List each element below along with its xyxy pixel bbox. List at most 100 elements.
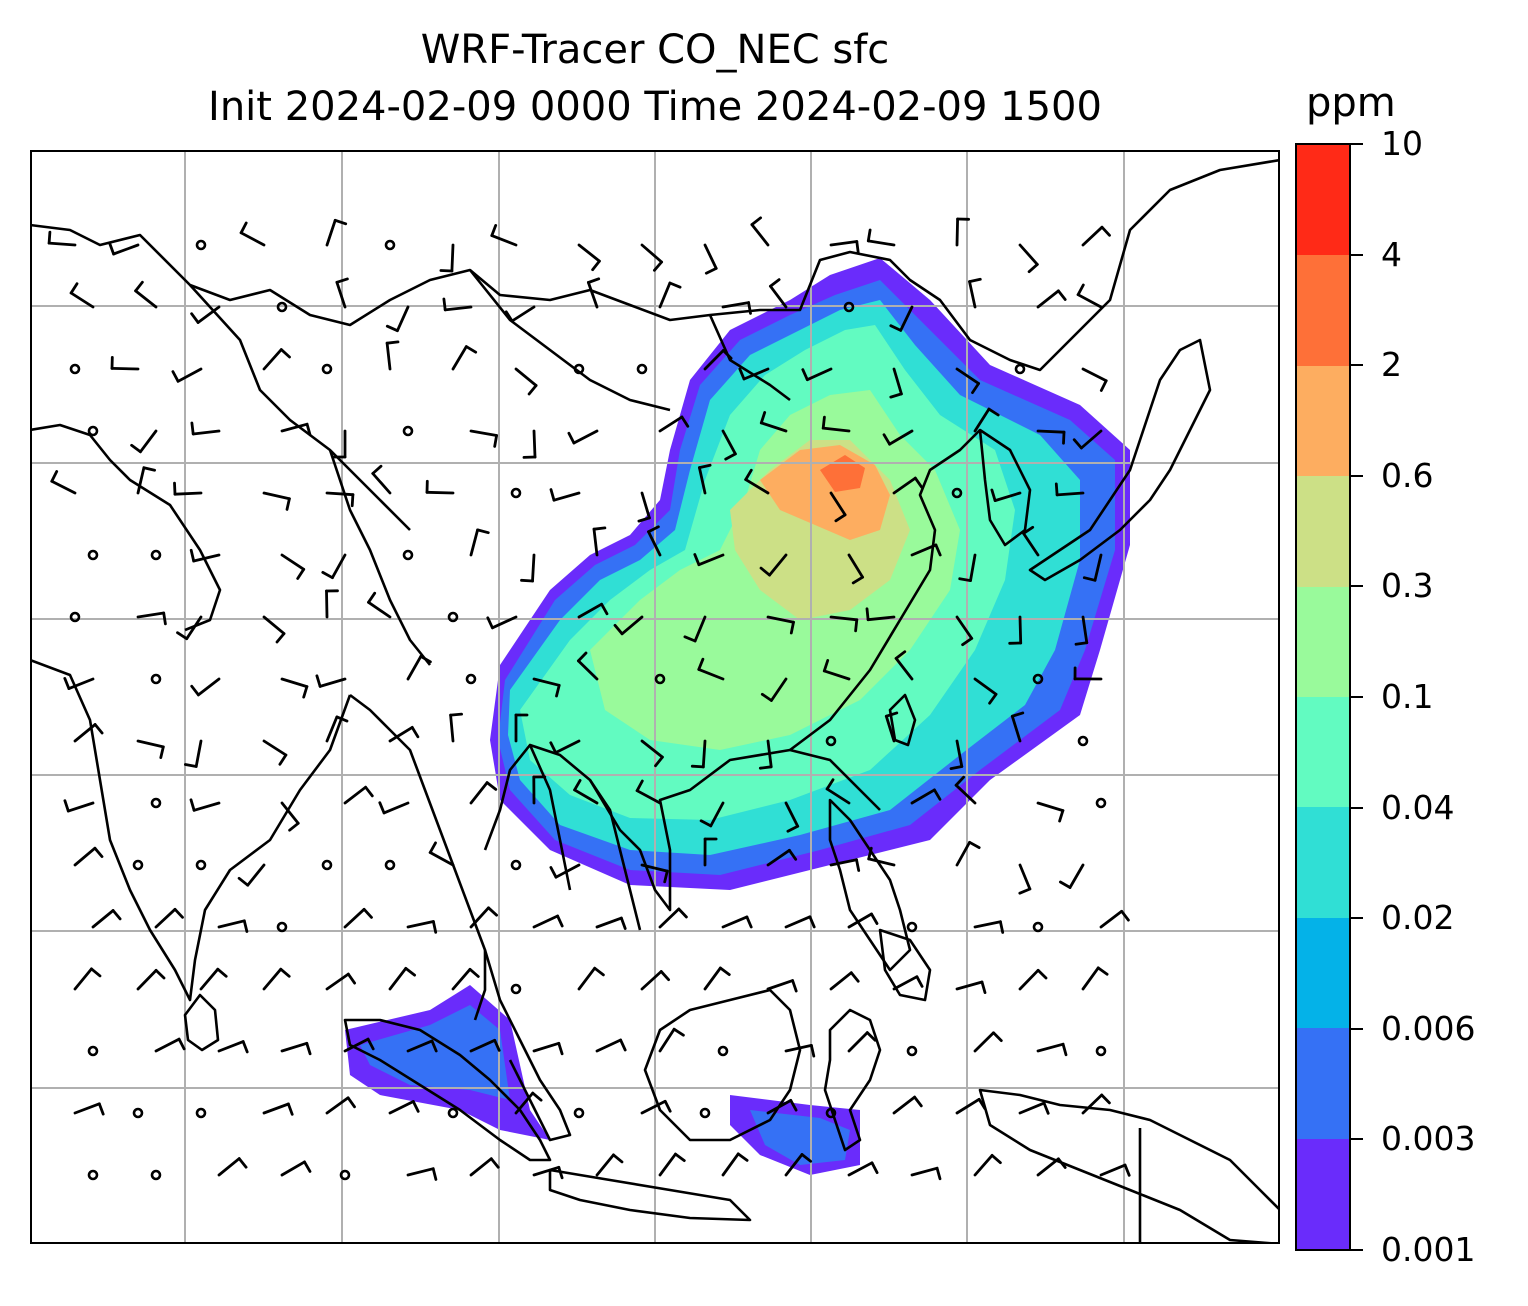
wind-barb-flag xyxy=(489,1157,500,1169)
wind-barb-flag xyxy=(520,578,534,583)
wind-barb xyxy=(892,975,924,991)
coastline xyxy=(343,1018,552,1162)
wind-barb-flag xyxy=(573,779,582,792)
wind-barb-flag xyxy=(736,1152,749,1162)
wind-barb-shaft xyxy=(531,553,536,583)
wind-barb xyxy=(693,553,725,567)
wind-barb-shaft xyxy=(742,367,770,381)
wind-barb-flag xyxy=(619,1038,627,1052)
wind-barb-shaft xyxy=(552,491,581,502)
wind-barb xyxy=(990,488,1022,503)
wind-barb-flag xyxy=(493,1038,501,1052)
wind-barb-shaft xyxy=(47,241,77,247)
wind-barb xyxy=(683,615,707,643)
wind-barb-shaft xyxy=(154,1037,181,1053)
wind-barb xyxy=(884,711,899,743)
coastline xyxy=(349,693,487,1021)
wind-barb xyxy=(1076,283,1103,309)
wind-barb xyxy=(640,863,669,884)
calm-wind-circle xyxy=(384,239,396,251)
wind-barb xyxy=(703,243,718,275)
wind-barb-shaft xyxy=(620,615,644,636)
wind-barb-shaft xyxy=(490,615,518,630)
wind-barb-flag xyxy=(663,869,669,884)
wind-barb-shaft xyxy=(196,677,221,697)
wind-barb xyxy=(91,909,122,929)
wind-barb-shaft xyxy=(110,366,140,371)
wind-barb-flag xyxy=(63,799,70,813)
wind-barb-flag xyxy=(789,620,795,635)
colorbar-tick xyxy=(1351,585,1363,588)
wind-barb xyxy=(108,242,140,256)
wind-barb-flag xyxy=(592,526,607,531)
wind-barb-shaft xyxy=(532,1041,561,1053)
calm-wind-circle xyxy=(825,1107,837,1119)
wind-barb-shaft xyxy=(955,367,980,385)
wind-barb xyxy=(388,967,417,991)
wind-barb-flag xyxy=(385,324,399,333)
wind-barb-shaft xyxy=(658,281,672,309)
wind-barb xyxy=(973,920,1005,934)
wind-barb xyxy=(954,775,977,805)
wind-barb xyxy=(658,281,682,309)
wind-barb-flag xyxy=(719,966,731,976)
lat-lon-gridlines xyxy=(30,150,1280,1244)
map-title-line1: WRF-Tracer CO_NEC sfc xyxy=(420,27,890,73)
wind-barb xyxy=(1018,863,1032,895)
wind-barb-flag xyxy=(958,577,972,583)
wind-barb xyxy=(522,429,537,459)
wind-barb-shaft xyxy=(217,1040,245,1053)
wind-barb-shaft xyxy=(280,1160,306,1177)
wind-barb xyxy=(821,415,851,433)
wind-barb-shaft xyxy=(450,243,455,273)
wind-barb-flag xyxy=(439,269,454,273)
wind-barb-shaft xyxy=(587,281,599,309)
wind-barb-flag xyxy=(279,967,291,978)
wind-barb-flag xyxy=(721,349,733,360)
wind-barb xyxy=(262,1102,294,1116)
wind-barb-shaft xyxy=(343,785,368,805)
wind-barb-shaft xyxy=(73,967,93,991)
colorbar-segment xyxy=(1297,145,1349,256)
wind-barb-shaft xyxy=(1018,243,1039,266)
wind-barb xyxy=(1010,711,1025,743)
wind-barb xyxy=(658,415,690,433)
wind-barb xyxy=(889,367,903,399)
colorbar-tick-label: 0.02 xyxy=(1381,898,1455,938)
wind-barb-flag xyxy=(677,907,688,919)
wind-barb-flag xyxy=(237,876,250,887)
wind-barb xyxy=(1081,1093,1111,1115)
wind-barb xyxy=(130,429,158,454)
wind-barb xyxy=(50,470,77,495)
wind-barb-shaft xyxy=(1018,968,1040,991)
wind-barb xyxy=(343,907,373,929)
wind-barb-shaft xyxy=(325,715,339,743)
wind-barb xyxy=(829,240,860,254)
colorbar-tick-label: 0.001 xyxy=(1381,1230,1476,1269)
coastline xyxy=(1028,338,1212,582)
wind-barb-flag xyxy=(1027,263,1039,274)
wind-barb-shaft xyxy=(867,857,896,867)
wind-barb-flag xyxy=(159,745,165,759)
wind-barb-flag xyxy=(362,907,373,919)
calm-wind-circle xyxy=(1095,1045,1107,1057)
wind-barb-flag xyxy=(635,779,644,793)
wind-barb-flag xyxy=(822,659,830,673)
wind-barb xyxy=(385,340,400,371)
wind-barb-shaft xyxy=(847,1031,869,1053)
wind-barb xyxy=(1099,1163,1131,1177)
wind-barb-shaft xyxy=(973,1031,995,1053)
wind-barb-shaft xyxy=(192,553,221,563)
wind-barb xyxy=(136,739,165,759)
wind-barb xyxy=(199,967,228,991)
wind-barb-shaft xyxy=(766,615,795,624)
wind-barb xyxy=(889,305,914,332)
wind-barb-flag xyxy=(769,278,781,288)
wind-barb xyxy=(784,1153,813,1177)
wind-barb xyxy=(973,407,1000,433)
wind-barb-flag xyxy=(865,607,870,622)
wind-barb xyxy=(367,591,392,619)
wind-barb xyxy=(955,1097,987,1115)
colorbar-segment xyxy=(1297,365,1349,477)
wind-barb-flag xyxy=(808,915,816,929)
